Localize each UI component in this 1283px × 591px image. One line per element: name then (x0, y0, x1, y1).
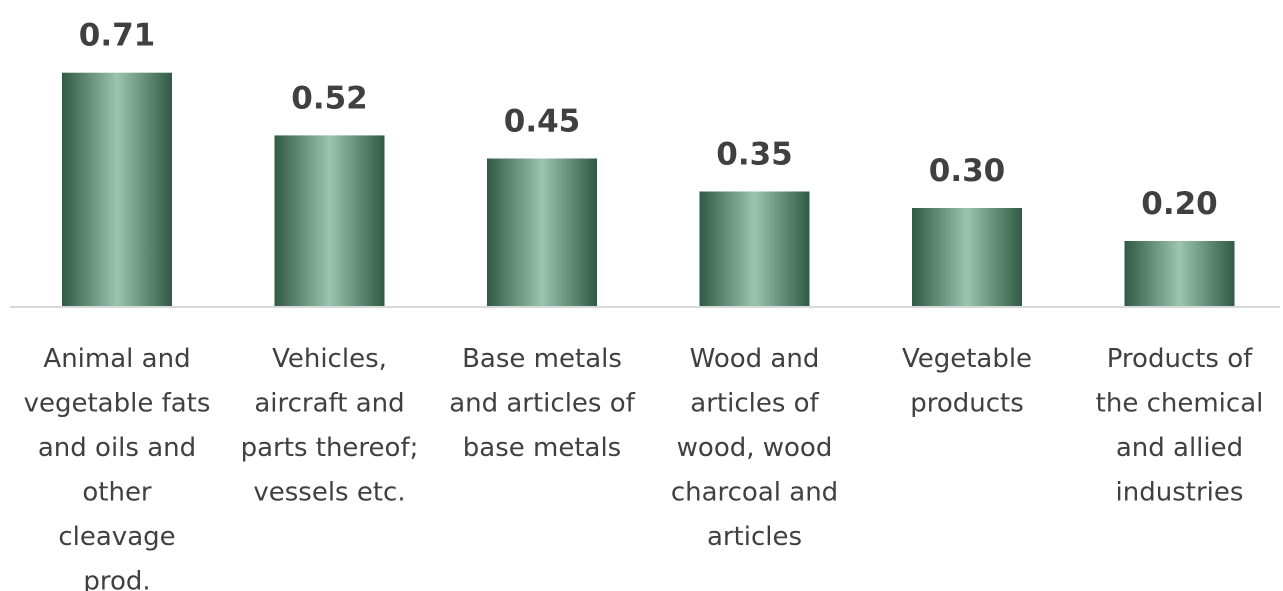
category-label-line: other (82, 478, 152, 508)
category-label-3: Wood and articles of wood, wood charcoal an… (671, 344, 838, 552)
category-label-line: wood, wood (677, 433, 833, 463)
category-label-line: articles of (690, 389, 819, 419)
category-label-2: Base metals and articles of base metals (449, 344, 635, 463)
bar-4 (912, 208, 1022, 307)
category-label-line: vessels etc. (253, 478, 405, 508)
category-label-line: and articles of (449, 389, 635, 419)
category-label-line: articles (707, 522, 802, 552)
category-label-line: and allied (1116, 433, 1243, 463)
category-label-line: Wood and (690, 344, 820, 374)
category-label-line: Products of (1107, 344, 1253, 374)
category-label-line: industries (1116, 478, 1244, 508)
category-label-line: Vehicles, (272, 344, 387, 374)
category-label-line: and oils and (38, 433, 196, 463)
bar-2 (487, 158, 597, 307)
category-label-line: Vegetable (902, 344, 1032, 374)
category-label-1: Vehicles, aircraft and parts thereof; vesse… (241, 344, 419, 508)
category-label-line: Animal and (43, 344, 190, 374)
category-label-line: vegetable fats (24, 389, 211, 419)
category-label-5: Products of the chemical and allied industr… (1096, 344, 1264, 508)
bar-5 (1124, 241, 1235, 307)
category-label-line: Base metals (462, 344, 622, 374)
category-label-line: the chemical (1096, 389, 1264, 419)
category-label-line: base metals (463, 433, 621, 463)
bars-layer (62, 72, 1235, 307)
data-label-5: 0.20 (1141, 186, 1218, 222)
labels-layer: 0.71 Animal and vegetable fats and oils and… (24, 18, 1264, 591)
category-label-line: parts thereof; (241, 433, 419, 463)
category-label-line: prod. (83, 567, 150, 591)
category-label-line: charcoal and (671, 478, 838, 508)
category-label-line: products (910, 389, 1024, 419)
category-label-4: Vegetable products (902, 344, 1032, 419)
bar-1 (274, 135, 385, 307)
bar-0 (62, 72, 172, 307)
data-label-4: 0.30 (929, 153, 1006, 189)
data-label-2: 0.45 (504, 104, 581, 140)
category-label-line: aircraft and (254, 389, 404, 419)
category-label-0: Animal and vegetable fats and oils and othe… (24, 344, 211, 591)
category-label-line: cleavage (58, 522, 175, 552)
data-label-1: 0.52 (291, 80, 368, 116)
data-label-0: 0.71 (79, 18, 156, 54)
data-label-3: 0.35 (716, 137, 793, 173)
bar-3 (699, 191, 810, 307)
